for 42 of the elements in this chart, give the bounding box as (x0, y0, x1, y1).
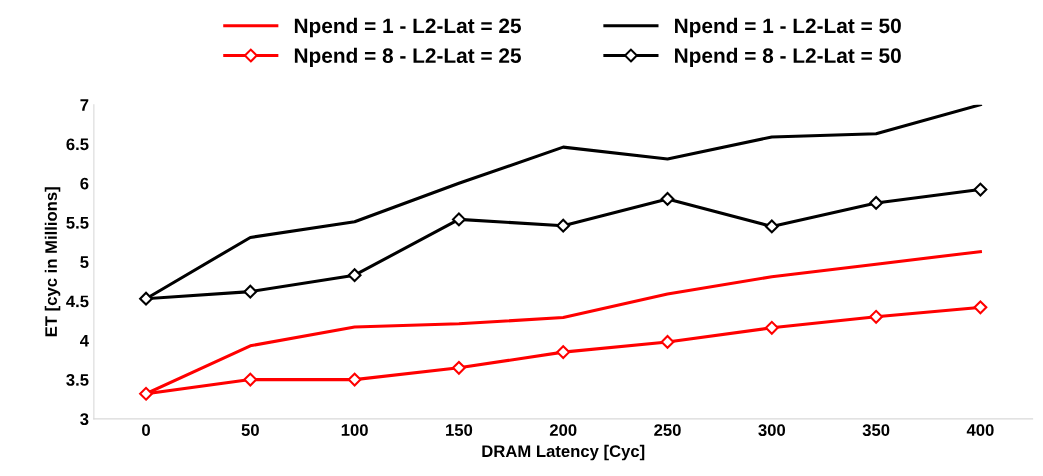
point (347, 372, 362, 387)
y-axis-title: ET [cyc in Millions] (44, 187, 61, 337)
y-tick-label: 4.5 (66, 295, 89, 308)
y-tick-label: 6 (80, 177, 89, 190)
legend-label: Npend = 1 - L2-Lat = 25 (294, 17, 521, 38)
point (139, 386, 153, 401)
point (556, 218, 571, 233)
point (660, 334, 675, 349)
point (451, 212, 466, 227)
x-tick-label: 50 (241, 424, 259, 436)
y-tick-label: 5 (80, 256, 89, 268)
point (556, 345, 571, 360)
y-tick-label: 6.5 (66, 138, 89, 151)
point (869, 195, 884, 210)
x-axis-title: DRAM Latency [Cyc] (482, 444, 645, 461)
point (764, 320, 779, 335)
point (660, 192, 675, 206)
point (764, 219, 779, 234)
x-tick-label: 250 (654, 424, 681, 436)
point (973, 300, 988, 315)
y-tick-label: 5.5 (66, 217, 89, 229)
y-tick-label: 7 (80, 99, 89, 111)
x-tick-label: 300 (758, 424, 786, 437)
x-tick-label: 100 (341, 424, 368, 436)
y-tick-label: 4 (79, 334, 89, 347)
y-tick-label: 3 (80, 413, 89, 426)
x-tick-label: 400 (966, 424, 994, 436)
point (973, 182, 988, 197)
legend-label: Npend = 8 - L2-Lat = 25 (294, 47, 521, 68)
legend-label: Npend = 1 - L2-Lat = 50 (675, 17, 901, 38)
x-tick-label: 0 (142, 424, 150, 436)
x-tick-label: 200 (549, 424, 577, 436)
point (451, 360, 466, 375)
x-tick-label: 350 (862, 424, 890, 437)
y-tick-label: 3.5 (66, 374, 89, 386)
x-tick-label: 150 (446, 424, 473, 436)
point (243, 284, 258, 299)
point (869, 309, 884, 324)
legend-label: Npend = 8 - L2-Lat = 50 (675, 47, 901, 68)
point (139, 291, 153, 306)
point (347, 268, 362, 283)
point (243, 372, 258, 387)
